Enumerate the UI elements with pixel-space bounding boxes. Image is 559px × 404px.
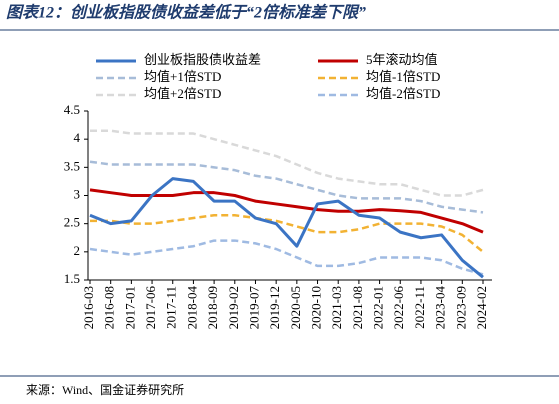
- x-tick-label: 2018-09: [205, 286, 220, 329]
- legend-label: 均值-1倍STD: [366, 69, 440, 84]
- x-tick-label: 2020-05: [288, 286, 303, 329]
- series-line: [89, 177, 484, 279]
- y-tick-label: 4.5: [64, 102, 80, 117]
- series-line: [89, 160, 484, 214]
- x-tick-label: 2021-03: [329, 286, 344, 329]
- chart-title: 图表12：创业板指股债收益差低于“2倍标准差下限”: [6, 4, 366, 22]
- x-tick-label: 2021-08: [350, 286, 365, 329]
- y-tick-label: 3: [74, 186, 81, 201]
- x-tick-label: 2018-04: [184, 286, 199, 330]
- y-tick-label: 2: [74, 243, 81, 258]
- series-line: [90, 213, 484, 253]
- x-tick-label: 2019-12: [267, 286, 282, 329]
- series-line: [89, 239, 484, 276]
- x-tick-label: 2024-02: [474, 286, 489, 329]
- legend-label: 创业板指股债收益差: [144, 52, 261, 67]
- x-tick-label: 2017-06: [143, 286, 158, 330]
- y-tick-label: 3.5: [64, 158, 80, 173]
- series-line: [90, 129, 484, 197]
- x-tick-label: 2023-09: [453, 286, 468, 329]
- x-tick-label: 2023-04: [433, 286, 448, 330]
- x-tick-label: 2022-11: [412, 286, 427, 329]
- y-tick-label: 4: [74, 130, 81, 145]
- source: 来源：Wind、国金证券研究所: [26, 382, 184, 397]
- x-tick-label: 2016-03: [81, 286, 96, 329]
- legend-label: 均值+2倍STD: [144, 86, 221, 101]
- legend-label: 均值-2倍STD: [366, 86, 440, 101]
- y-tick-label: 2.5: [64, 215, 80, 230]
- x-tick-label: 2017-11: [164, 286, 179, 329]
- y-tick-label: 1.5: [64, 271, 80, 286]
- legend-label: 5年滚动均值: [366, 52, 438, 67]
- series-line: [89, 188, 484, 234]
- x-tick-label: 2022-01: [371, 286, 386, 329]
- x-tick-label: 2019-02: [226, 286, 241, 329]
- x-tick-label: 2016-08: [102, 286, 117, 329]
- x-tick-label: 2020-10: [309, 286, 324, 329]
- x-tick-label: 2019-07: [246, 286, 261, 330]
- x-tick-label: 2022-06: [391, 286, 406, 330]
- legend-label: 均值+1倍STD: [144, 69, 221, 84]
- x-tick-label: 2017-01: [122, 286, 137, 329]
